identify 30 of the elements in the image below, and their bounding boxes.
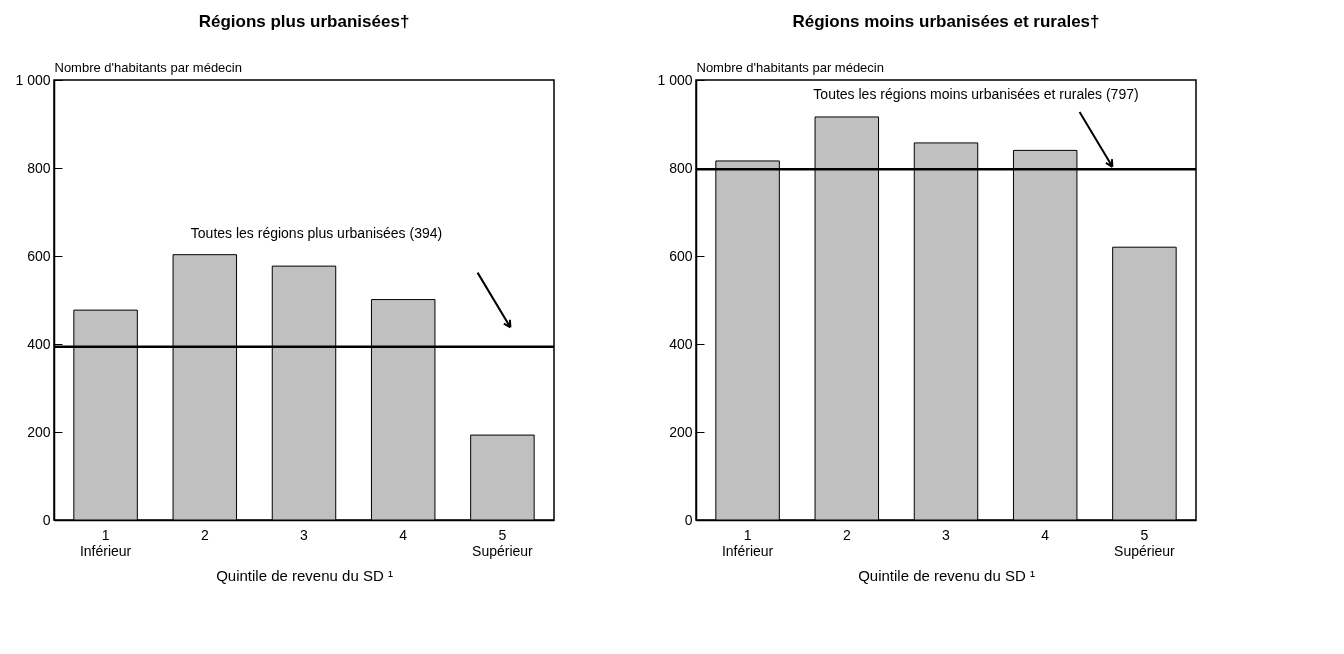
x-tick-label: 2 — [200, 526, 209, 543]
y-tick-label: 200 — [669, 423, 693, 440]
ref-line-label: Toutes les régions moins urbanisées et rurales (797) — [813, 86, 1139, 103]
x-tick-label: 4 — [399, 526, 408, 543]
y-axis-title: Nombre d'habitants par médecin — [54, 59, 242, 75]
y-axis-title: Nombre d'habitants par médecin — [696, 59, 884, 75]
y-tick-label: 200 — [27, 423, 51, 440]
y-tick-label: 600 — [27, 247, 51, 264]
y-tick-label: 0 — [684, 511, 693, 528]
x-axis-title: Quintile de revenu du SD ¹ — [858, 566, 1035, 584]
y-tick-label: 1 000 — [657, 71, 693, 88]
x-tick-label: 4 — [1041, 526, 1050, 543]
y-tick-label: 400 — [27, 335, 51, 352]
chart-title: Régions moins urbanisées et rurales† — [792, 12, 1100, 31]
x-tick-label: 1 Inférieur — [79, 526, 132, 559]
y-tick-label: 1 000 — [15, 71, 51, 88]
chart-title: Régions plus urbanisées† — [198, 12, 410, 31]
y-tick-label: 0 — [42, 511, 51, 528]
x-tick-label: 5 Supérieur — [1114, 526, 1176, 559]
ref-line-label: Toutes les régions plus urbanisées (394) — [190, 225, 443, 241]
x-axis-title: Quintile de revenu du SD ¹ — [216, 566, 393, 584]
x-tick-label: 3 — [942, 526, 951, 543]
x-tick-label: 5 Supérieur — [472, 526, 534, 559]
y-tick-label: 400 — [669, 335, 693, 352]
x-tick-label: 1 Inférieur — [721, 526, 774, 559]
y-tick-label: 800 — [669, 159, 693, 176]
x-tick-label: 2 — [842, 526, 851, 543]
y-tick-label: 800 — [27, 159, 51, 176]
y-tick-label: 600 — [669, 247, 693, 264]
x-tick-label: 3 — [300, 526, 309, 543]
